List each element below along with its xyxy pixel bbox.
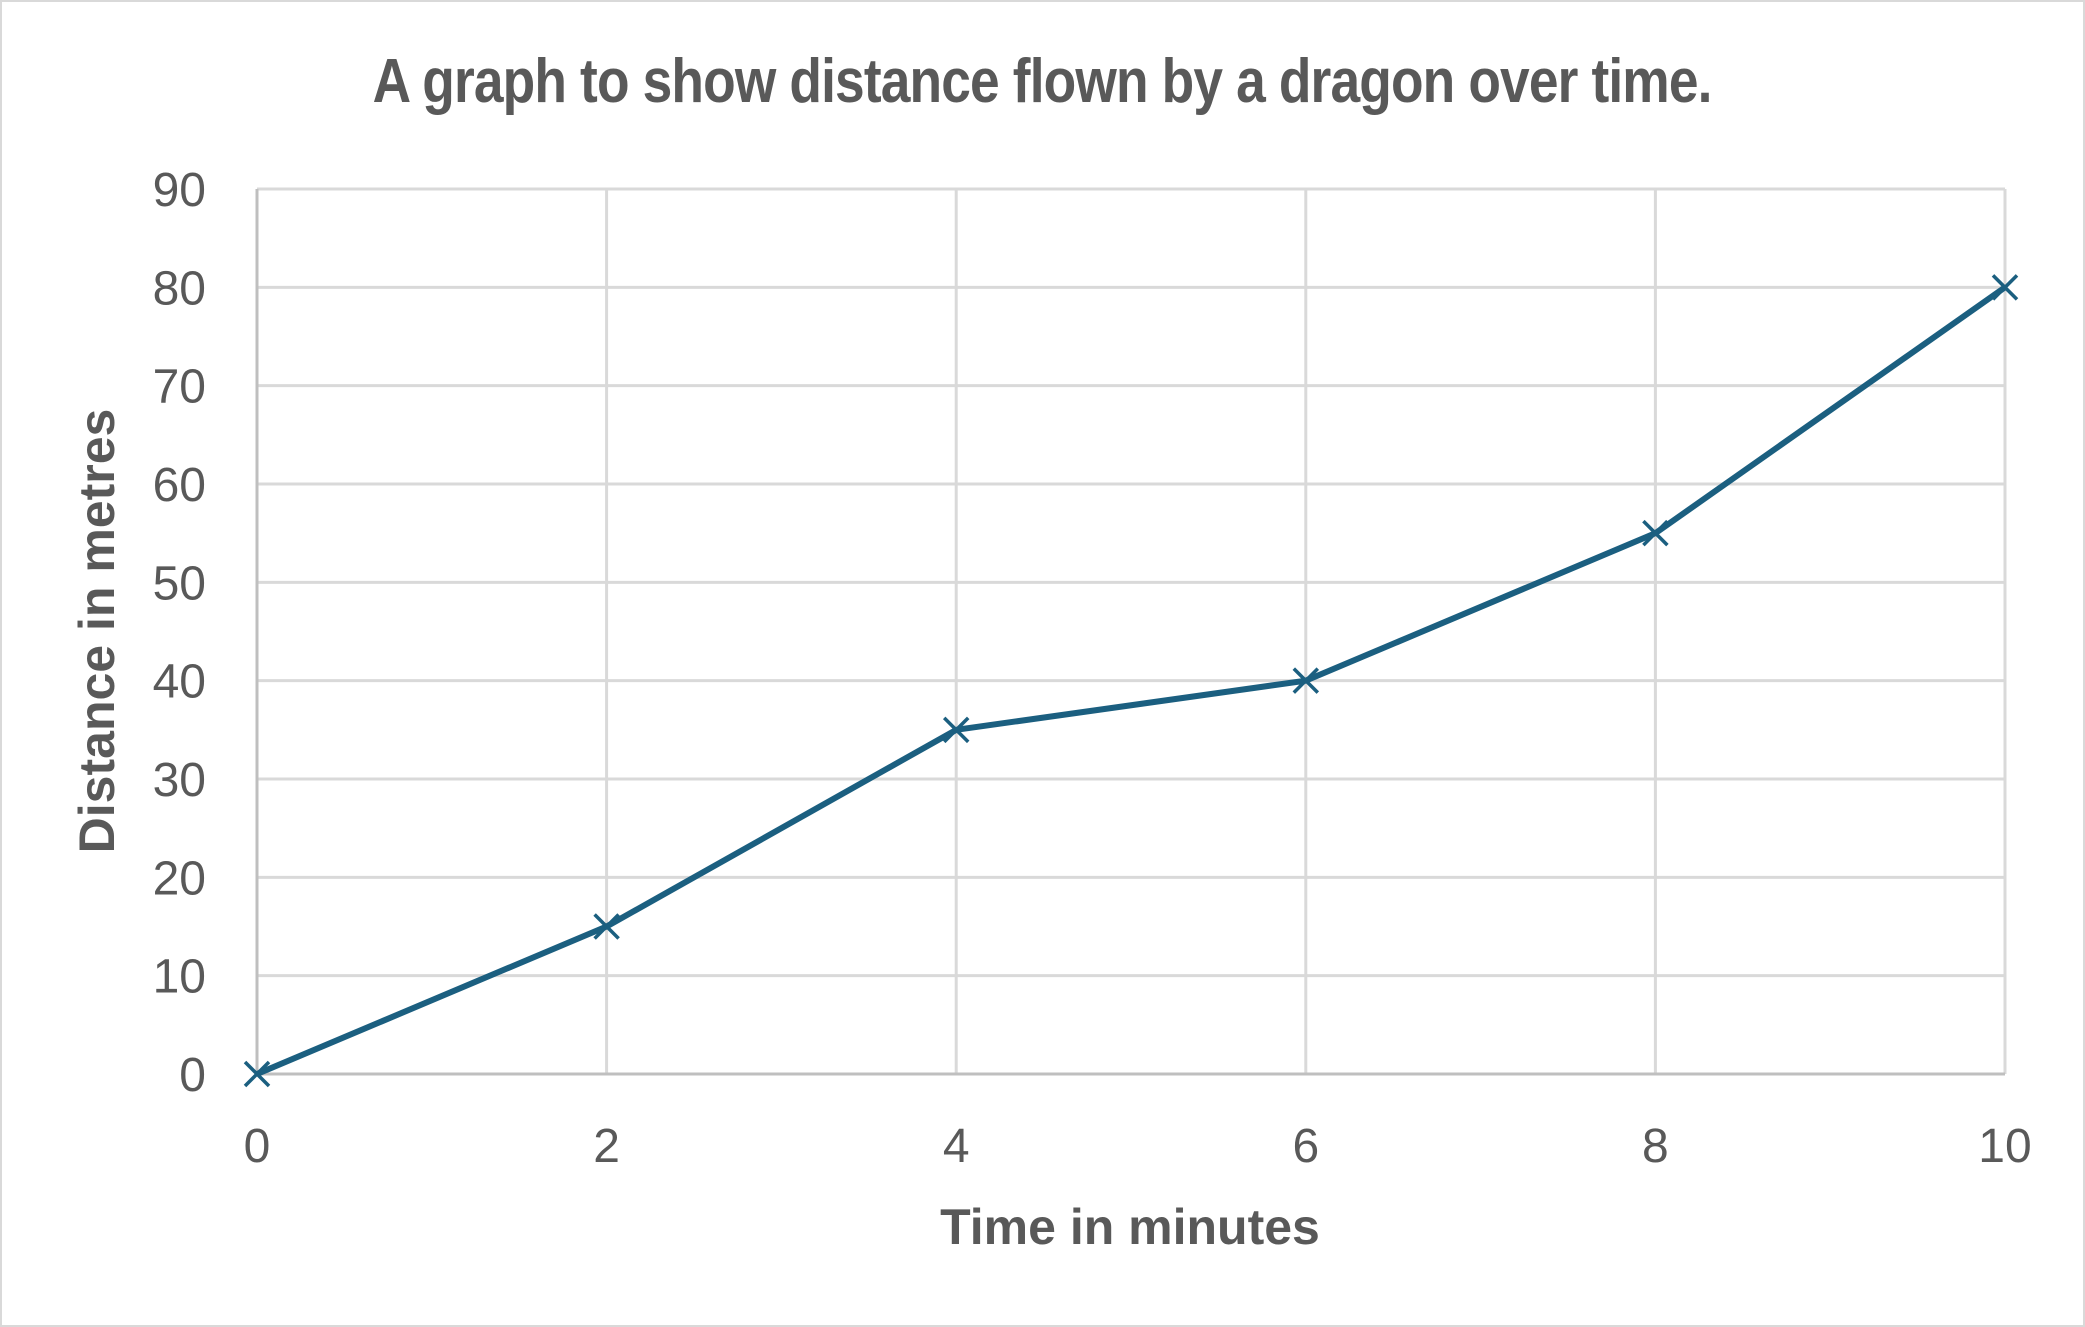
x-marker-icon: [243, 1060, 271, 1088]
y-tick-label: 20: [153, 852, 206, 905]
gridlines: [255, 187, 2007, 1076]
x-tick-label: 6: [1292, 1120, 1319, 1173]
x-marker-icon: [1991, 274, 2019, 301]
y-tick-label: 80: [153, 262, 206, 315]
x-marker-icon: [593, 913, 620, 940]
data-markers: [243, 274, 2019, 1088]
x-axis-ticks: 0 2 4 6 8 10: [244, 1120, 2032, 1173]
y-tick-label: 30: [153, 754, 206, 807]
x-tick-label: 4: [943, 1120, 970, 1173]
x-marker-icon: [942, 716, 970, 744]
x-axis-label: Time in minutes: [940, 1199, 1320, 1255]
x-tick-label: 10: [1978, 1120, 2031, 1173]
x-tick-label: 2: [593, 1120, 620, 1173]
x-marker-icon: [1642, 519, 1669, 547]
x-marker-icon: [1292, 667, 1320, 694]
y-tick-label: 90: [153, 164, 206, 217]
y-tick-label: 40: [153, 656, 206, 709]
y-tick-label: 10: [153, 951, 206, 1004]
x-tick-label: 0: [244, 1120, 271, 1173]
data-line: [255, 284, 2007, 1077]
y-tick-label: 70: [153, 361, 206, 414]
x-tick-label: 8: [1642, 1120, 1669, 1173]
y-tick-label: 0: [179, 1049, 206, 1102]
y-tick-label: 60: [153, 459, 206, 512]
chart-title: A graph to show distance flown by a drag…: [372, 47, 1713, 116]
y-tick-label: 50: [153, 557, 206, 610]
y-axis-ticks: 0 10 20 30 40 50 60 70 80 90: [153, 164, 206, 1102]
